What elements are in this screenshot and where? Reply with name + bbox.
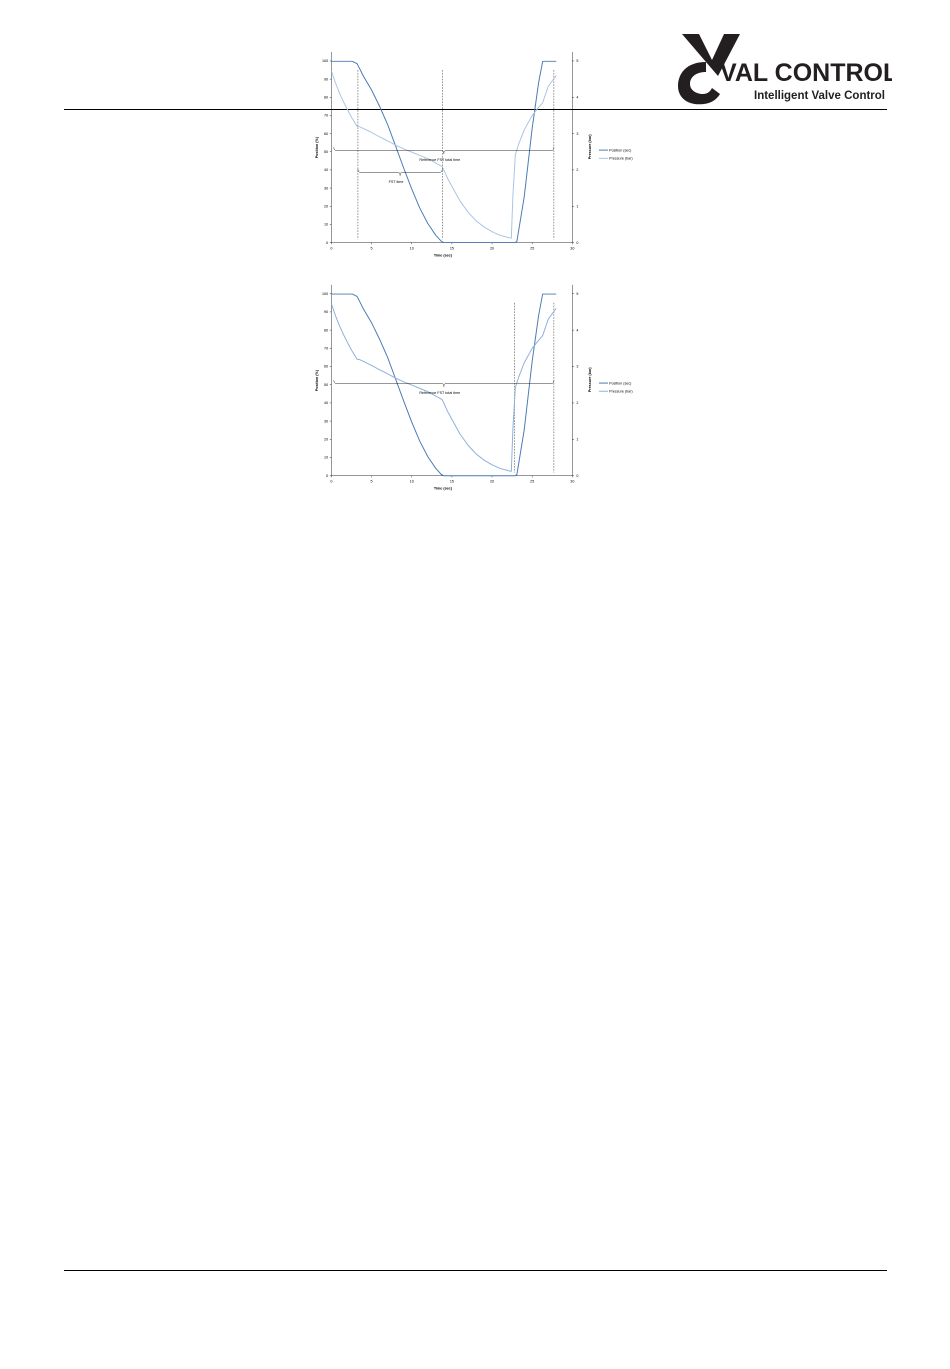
y2-tick-label: 3	[576, 132, 578, 136]
brand-name: VAL CONTROLS	[720, 59, 892, 87]
y-tick-label: 60	[324, 365, 328, 369]
series-line-pressure	[330, 70, 557, 239]
annotation-label: Reference FST total time	[419, 391, 460, 395]
x-tick-label: 30	[570, 480, 574, 484]
y-tick-label: 10	[324, 223, 328, 227]
y-tick-label: 0	[326, 474, 328, 478]
y-tick-label: 0	[326, 241, 328, 245]
annotation-label: Reference FST total time	[419, 158, 460, 162]
y-tick-label: 100	[322, 292, 328, 296]
y-tick-label: 80	[324, 328, 328, 332]
x-tick-label: 10	[410, 247, 414, 251]
series-line-pressure	[330, 303, 557, 472]
y2-tick-label: 2	[576, 401, 578, 405]
annotation-brace	[333, 147, 555, 154]
x-tick-label: 25	[530, 480, 534, 484]
logo-mark	[678, 34, 740, 105]
x-tick-label: 15	[450, 247, 454, 251]
y2-tick-label: 0	[576, 474, 578, 478]
series-line-position	[331, 60, 557, 244]
y-tick-label: 20	[324, 204, 328, 208]
header-divider	[64, 109, 887, 110]
x-tick-label: 30	[570, 247, 574, 251]
y-tick-label: 10	[324, 456, 328, 460]
y-tick-label: 70	[324, 347, 328, 351]
x-tick-label: 25	[530, 247, 534, 251]
brand-tagline: Intelligent Valve Control	[754, 90, 885, 102]
y-axis-title: Position (%)	[315, 136, 319, 158]
y-tick-label: 20	[324, 438, 328, 442]
annotation-brace	[357, 169, 443, 176]
y-tick-label: 50	[324, 383, 328, 387]
legend-label: Pressure (bar)	[609, 157, 632, 161]
y2-axis-title: Pressure (bar)	[588, 367, 592, 393]
legend-label: Position (sec)	[609, 381, 631, 385]
y2-tick-label: 5	[576, 59, 578, 63]
annotation-brace	[333, 380, 555, 387]
x-tick-label: 20	[490, 480, 494, 484]
x-tick-label: 5	[371, 247, 373, 251]
y2-tick-label: 3	[576, 365, 578, 369]
y-tick-label: 40	[324, 401, 328, 405]
y2-tick-label: 2	[576, 168, 578, 172]
x-tick-label: 20	[490, 247, 494, 251]
y-tick-label: 60	[324, 132, 328, 136]
x-axis-title: Time (sec)	[434, 487, 453, 491]
y2-axis-title: Pressure (bar)	[588, 134, 592, 160]
y2-tick-label: 4	[576, 328, 578, 332]
y2-tick-label: 5	[576, 292, 578, 296]
y2-tick-label: 1	[576, 204, 578, 208]
y2-tick-label: 0	[576, 241, 578, 245]
y-axis-title: Position (%)	[315, 369, 319, 391]
x-tick-label: 0	[330, 247, 332, 251]
y-tick-label: 50	[324, 150, 328, 154]
y2-tick-label: 1	[576, 438, 578, 442]
series-line-position	[331, 293, 557, 477]
x-tick-label: 0	[330, 480, 332, 484]
annotation-label: FST time	[389, 180, 404, 184]
legend-label: Pressure (bar)	[609, 389, 632, 393]
x-tick-label: 5	[371, 480, 373, 484]
y-tick-label: 40	[324, 168, 328, 172]
y-tick-label: 30	[324, 419, 328, 423]
y-tick-label: 100	[322, 59, 328, 63]
y-tick-label: 30	[324, 186, 328, 190]
y-tick-label: 90	[324, 310, 328, 314]
x-axis-title: Time (sec)	[434, 253, 453, 257]
y-tick-label: 90	[324, 77, 328, 81]
y-tick-label: 70	[324, 114, 328, 118]
footer-divider	[64, 1270, 887, 1271]
x-tick-label: 15	[450, 480, 454, 484]
legend-label: Position (sec)	[609, 148, 631, 152]
y-tick-label: 80	[324, 96, 328, 100]
x-tick-label: 10	[410, 480, 414, 484]
val-controls-logo: VAL CONTROLS Intelligent Valve Control	[678, 34, 892, 105]
y2-tick-label: 4	[576, 96, 578, 100]
